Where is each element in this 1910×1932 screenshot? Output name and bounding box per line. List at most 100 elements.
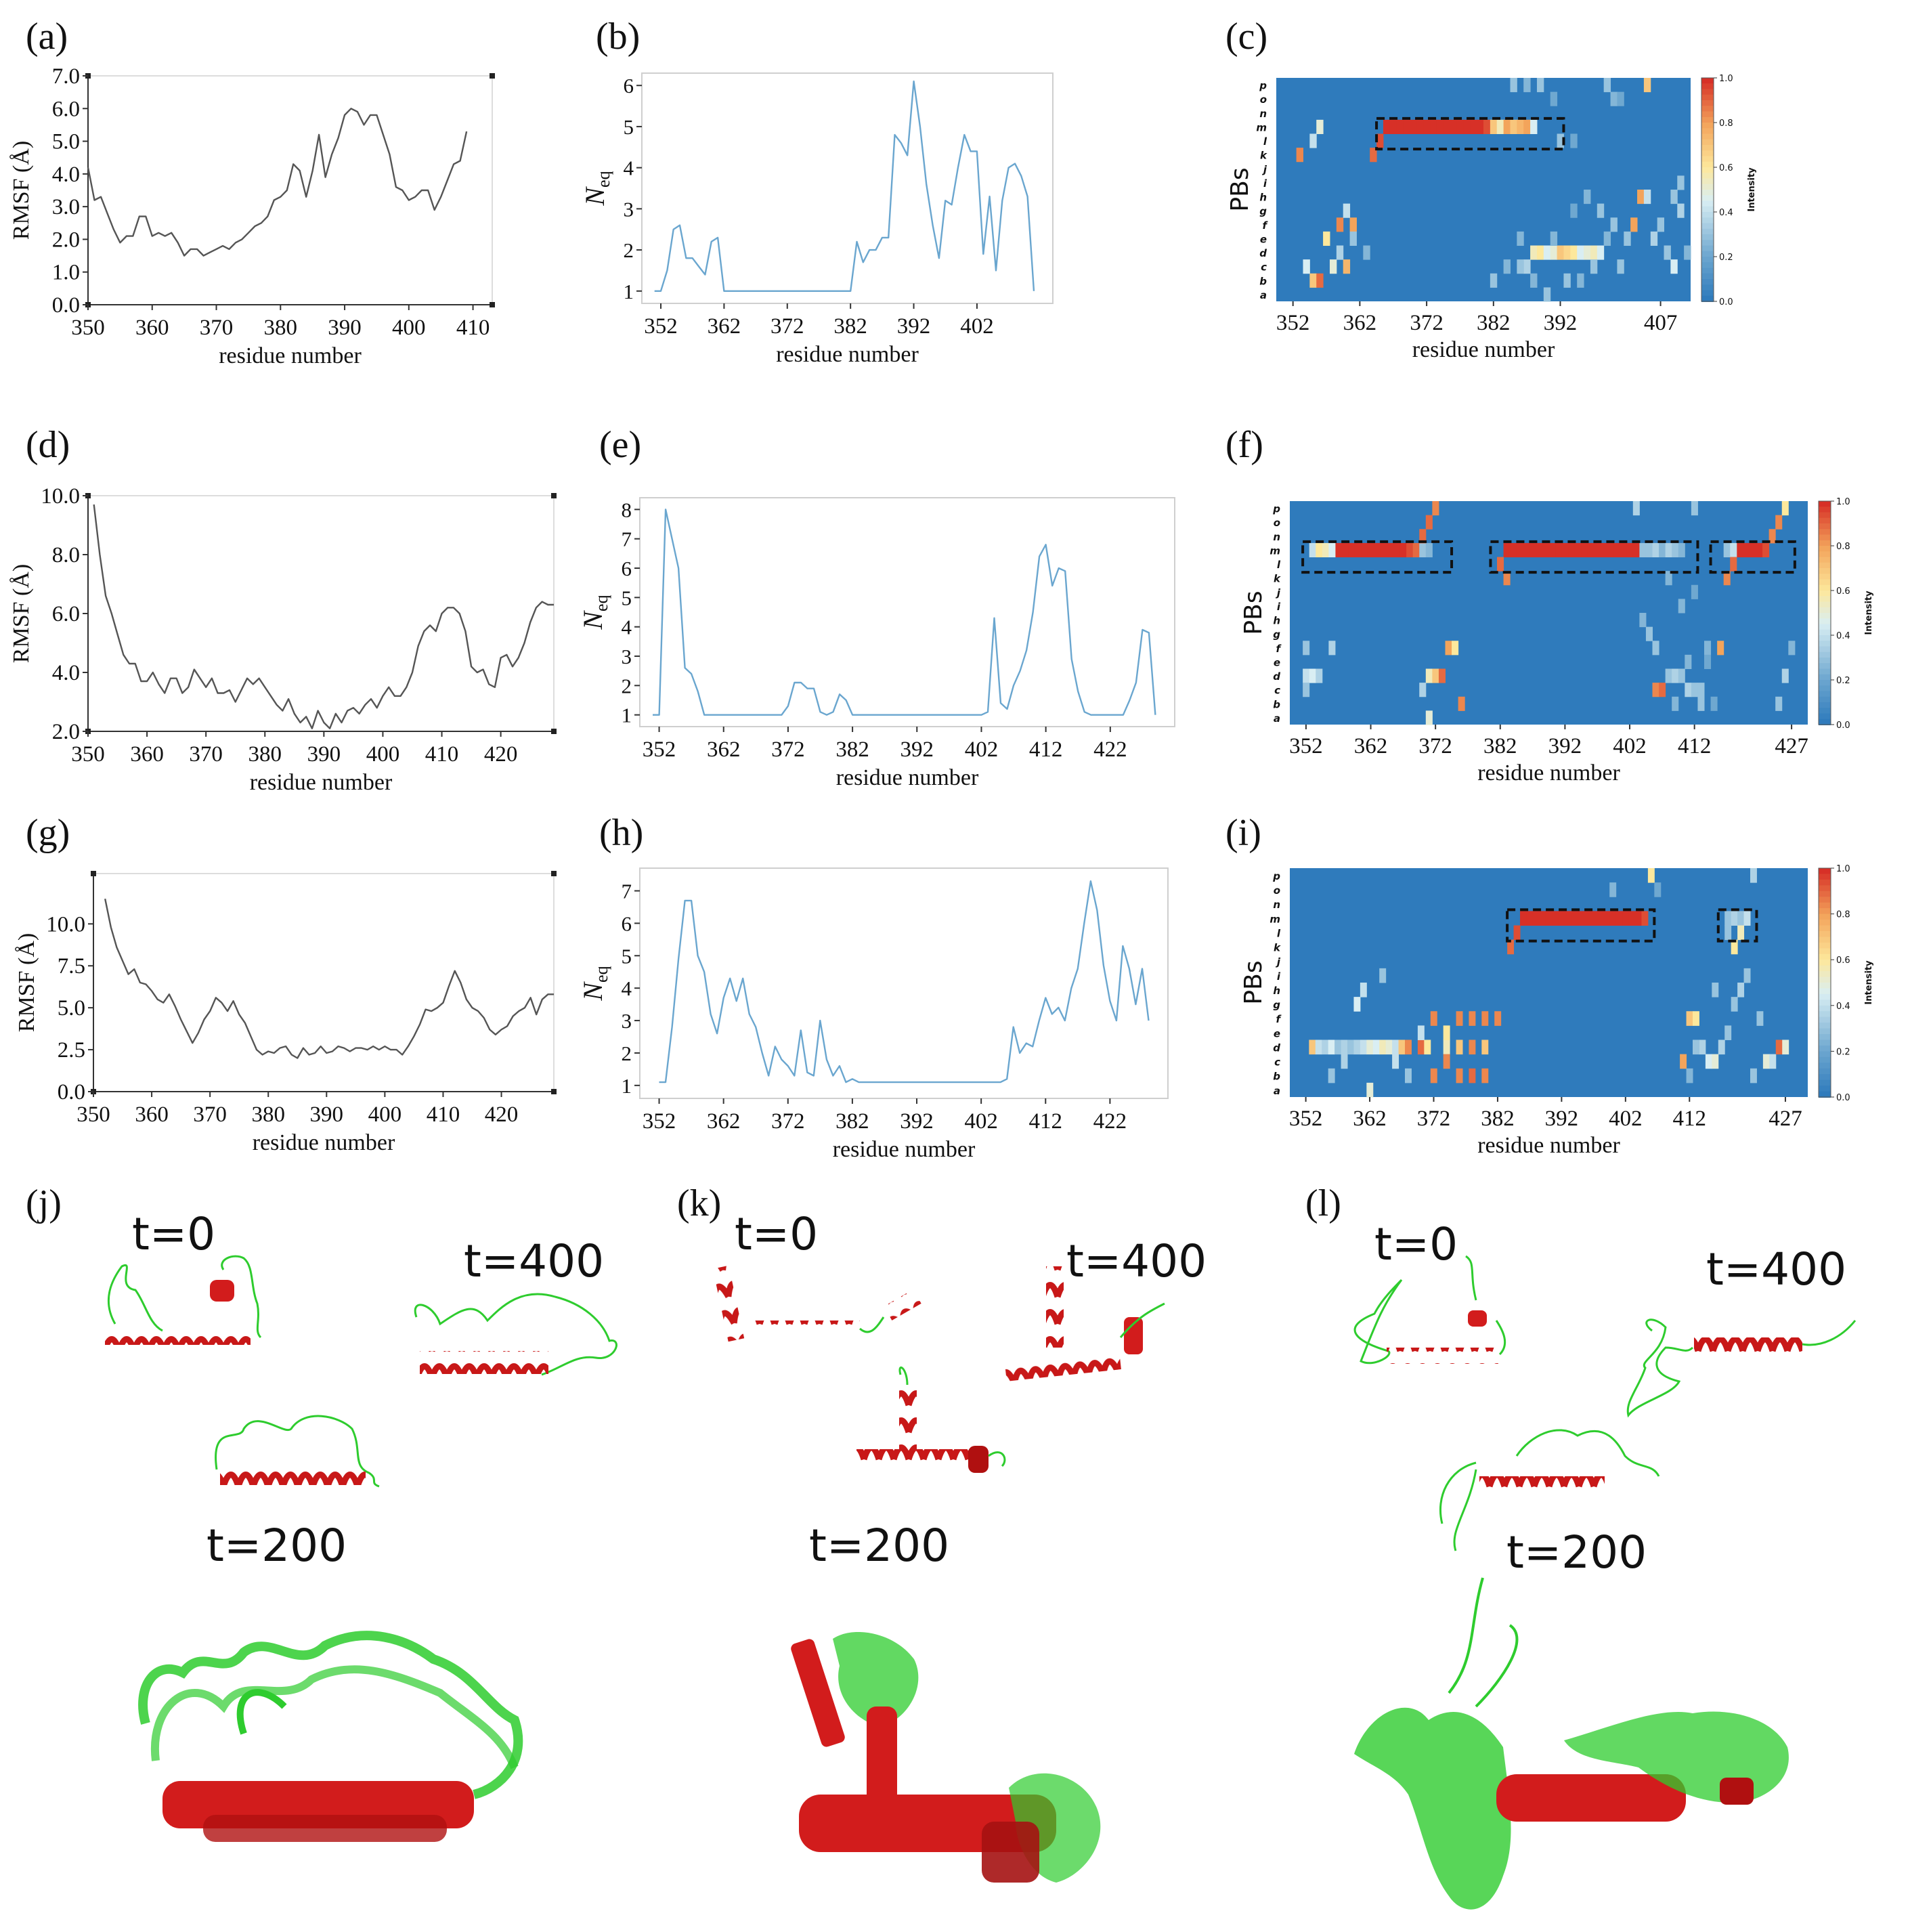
heatmap-cell <box>1417 1039 1425 1055</box>
colorbar-segment <box>1819 680 1831 687</box>
y-tick-label: 4.0 <box>52 163 80 187</box>
colorbar-segment <box>1819 641 1831 647</box>
colorbar-segment <box>1701 279 1714 286</box>
heatmap-cell <box>1610 91 1618 106</box>
colorbar-segment <box>1701 217 1714 224</box>
colorbar-segment <box>1819 1034 1831 1041</box>
panel-label-h: (h) <box>599 812 643 854</box>
colorbar-segment <box>1819 965 1831 972</box>
heatmap-cell <box>1497 557 1504 572</box>
heatmap-cell <box>1717 641 1724 656</box>
heatmap-cell <box>1788 641 1796 656</box>
heatmap-cell <box>1419 529 1427 544</box>
colorbar-segment <box>1701 78 1714 85</box>
heatmap-cell <box>1329 259 1337 274</box>
heatmap-cell <box>1610 217 1618 232</box>
pb-letter: c <box>1261 261 1267 274</box>
colorbar-segment <box>1819 925 1831 932</box>
heatmap-cell <box>1570 133 1578 148</box>
helix-highlight-box <box>1716 908 1758 943</box>
heatmap-cell <box>1632 542 1640 557</box>
colorbar-segment <box>1819 1051 1831 1058</box>
colorbar-segment <box>1701 212 1714 219</box>
x-tick-label: 370 <box>200 316 234 340</box>
pb-letter: n <box>1259 108 1267 120</box>
colorbar-segment <box>1701 89 1714 95</box>
pb-letter: c <box>1274 1056 1280 1069</box>
heatmap-cell <box>1309 133 1317 148</box>
heatmap-cell <box>1691 683 1698 697</box>
heatmap-cell <box>1571 911 1578 926</box>
heatmap-cell <box>1781 501 1789 516</box>
x-tick-label: 382 <box>835 737 869 762</box>
heatmap-cell <box>1659 683 1666 697</box>
colorbar-segment <box>1819 668 1831 675</box>
heatmap-cell <box>1697 696 1705 711</box>
x-tick-label: 402 <box>1613 734 1647 758</box>
heatmap-cell <box>1699 1039 1706 1055</box>
heatmap-cell <box>1570 203 1578 218</box>
heatmap-cell <box>1347 1039 1354 1055</box>
structure-k-t400 <box>1005 1266 1165 1381</box>
heatmap-cell <box>1503 259 1511 274</box>
rmsf-chart-d: 2.0 4.0 6.0 8.0 10.0 350 360 370 380 390 400 410 420… <box>9 484 557 795</box>
x-axis-label: residue number <box>250 770 393 795</box>
heatmap-cell <box>1526 911 1534 926</box>
heatmap-cell <box>1590 259 1598 274</box>
x-tick-label: 352 <box>643 737 676 762</box>
heatmap-cell <box>1590 245 1598 260</box>
heatmap-cell <box>1430 1068 1437 1083</box>
colorbar-segment <box>1819 908 1831 915</box>
colorbar-segment <box>1819 507 1831 513</box>
heatmap-cell <box>1379 1039 1387 1055</box>
colorbar-segment <box>1819 1068 1831 1075</box>
heatmap-cell <box>1762 542 1770 557</box>
heatmap-cell <box>1349 231 1357 246</box>
colorbar-tick-label: 0.2 <box>1719 253 1733 263</box>
heatmap-cell <box>1685 683 1692 697</box>
heatmap-cell <box>1543 245 1551 260</box>
pb-letter: o <box>1274 884 1280 897</box>
heatmap-cell <box>1645 626 1653 641</box>
label-k-t0: t=0 <box>735 1208 818 1260</box>
colorbar-frame <box>1818 867 1831 1098</box>
heatmap-cell <box>1450 119 1458 134</box>
pb-letter: h <box>1259 192 1267 204</box>
heatmap-cell <box>1563 273 1571 288</box>
y-tick-label: 1 <box>622 704 632 727</box>
heatmap-cell <box>1398 1039 1406 1055</box>
colorbar-segment <box>1701 257 1714 263</box>
heatmap-cell <box>1624 231 1631 246</box>
x-tick-label: 382 <box>833 314 867 339</box>
heatmap-cell <box>1309 542 1316 557</box>
colorbar-segment <box>1819 1005 1831 1012</box>
series-line <box>659 880 1150 1083</box>
heatmap-cell <box>1639 542 1647 557</box>
heatmap-cell <box>1607 542 1614 557</box>
heatmap-cell <box>1517 119 1524 134</box>
panel-label-l: (l) <box>1305 1182 1341 1224</box>
heatmap-cell <box>1659 542 1666 557</box>
heatmap-cell <box>1550 91 1558 106</box>
label-j-t0: t=0 <box>132 1208 215 1260</box>
colorbar-tick-label: 0.0 <box>1719 297 1733 307</box>
x-tick-label: 382 <box>1477 311 1511 335</box>
structure-l-t400 <box>1626 1318 1857 1418</box>
heatmap-cell <box>1481 1011 1489 1026</box>
heatmap-cell <box>1328 542 1336 557</box>
heatmap-cell <box>1372 1039 1380 1055</box>
heatmap-cell <box>1724 925 1732 941</box>
heatmap-cell <box>1536 245 1544 260</box>
pb-letter: i <box>1263 177 1267 190</box>
heatmap-cell <box>1570 245 1578 260</box>
y-tick-label: 2.0 <box>52 228 80 252</box>
heatmap-cell <box>1677 175 1685 190</box>
heatmap-cell <box>1558 911 1565 926</box>
heatmap-cell <box>1503 119 1511 134</box>
x-tick-label: 352 <box>1276 311 1310 335</box>
heatmap-cell <box>1510 542 1517 557</box>
colorbar-segment <box>1701 161 1714 168</box>
heatmap-cell <box>1517 231 1524 246</box>
y-tick-label: 3 <box>622 1009 632 1033</box>
